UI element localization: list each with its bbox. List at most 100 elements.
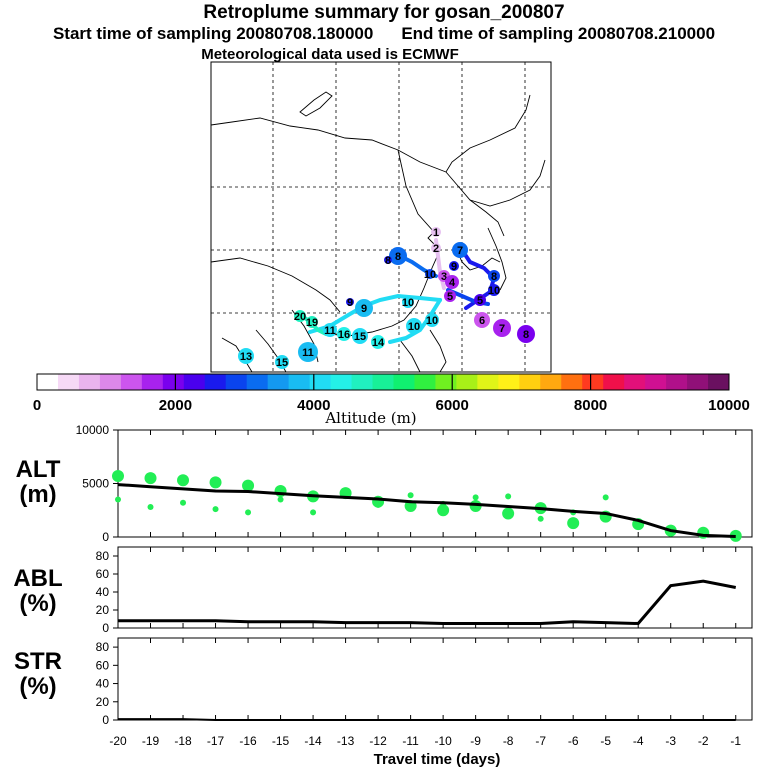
trajectory-day-label: 15 — [354, 331, 366, 343]
altitude-point — [177, 474, 190, 487]
trajectory-marker — [337, 327, 351, 341]
trajectory-day-label: 9 — [451, 261, 457, 273]
colorbar-cell — [414, 374, 436, 390]
altitude-point — [112, 470, 124, 483]
met-data-note: Meteorological data used is ECMWF — [201, 46, 459, 63]
y-tick-label: 80 — [96, 549, 110, 563]
chart-title: Retroplume summary for gosan_200807 — [203, 2, 565, 23]
trajectory-marker — [425, 313, 439, 327]
colorbar-tick-label: 6000 — [436, 397, 469, 414]
trajectory-marker — [431, 227, 441, 237]
trajectory-marker — [298, 342, 318, 362]
panel-unit: (%) — [19, 590, 56, 617]
trajectory-day-label: 19 — [306, 317, 318, 329]
trajectory-marker — [275, 355, 289, 369]
colorbar-cell — [99, 374, 122, 390]
colorbar-cell — [561, 374, 583, 390]
altitude-point — [242, 479, 255, 492]
trajectory-day-label: 5 — [477, 295, 483, 307]
trajectory-day-label: 8 — [523, 329, 529, 341]
trajectory-day-label: 7 — [499, 323, 505, 335]
y-tick-label: 40 — [96, 677, 110, 691]
x-tick-label: -20 — [109, 734, 127, 748]
colorbar-cell — [603, 374, 625, 390]
y-tick-label: 0 — [102, 621, 109, 635]
trajectory-marker — [452, 242, 468, 258]
x-tick-label: -11 — [402, 734, 419, 748]
panel-title: ALT — [16, 456, 61, 483]
trajectory-marker — [445, 275, 459, 289]
start-time: Start time of sampling 20080708.180000 — [52, 24, 374, 43]
colorbar-cell — [540, 374, 562, 390]
trajectory-marker — [384, 256, 392, 264]
colorbar-cell — [288, 374, 311, 390]
colorbar-cell — [37, 374, 59, 390]
colorbar-cell — [687, 374, 709, 390]
colorbar-cell — [666, 374, 688, 390]
trajectory-marker — [488, 284, 500, 296]
trajectory-marker — [238, 348, 254, 364]
trajectory-day-label: 15 — [276, 357, 288, 369]
trajectory-day-label: 4 — [449, 277, 456, 289]
trajectory-marker — [493, 319, 511, 337]
x-tick-label: -13 — [337, 734, 355, 748]
x-tick-label: -4 — [633, 734, 644, 748]
x-tick-label: -12 — [369, 734, 387, 748]
panel-abl: ABL(%) 0 20 40 60 80 — [13, 546, 753, 635]
colorbar-cell — [57, 374, 80, 390]
colorbar-cell — [372, 374, 394, 390]
colorbar-cell — [309, 374, 332, 390]
trajectory-day-label: 10 — [408, 321, 420, 333]
colorbar-cell — [435, 374, 457, 390]
x-tick-label: -15 — [272, 734, 290, 748]
colorbar-ticks: 0 2000 4000 6000 8000 10000 — [33, 374, 750, 414]
colorbar-tick-label: 2000 — [159, 397, 192, 414]
altitude-mean-line — [117, 483, 736, 538]
panel-unit: (%) — [19, 673, 56, 700]
altitude-point — [209, 476, 222, 489]
colorbar-cell — [330, 374, 353, 390]
trajectory-marker — [474, 294, 486, 306]
colorbar-cell — [708, 374, 730, 390]
trajectory-marker — [323, 323, 337, 337]
colorbar-cell — [183, 374, 206, 390]
colorbar-frame — [36, 373, 730, 391]
colorbar-cell — [393, 374, 415, 390]
altitude-point-lower — [505, 493, 512, 500]
altitude-point-lower — [115, 496, 121, 503]
trajectory-marker — [517, 325, 535, 343]
altitude-point-lower — [245, 509, 252, 516]
x-tick-label: -16 — [239, 734, 257, 748]
altitude-point — [144, 472, 157, 485]
trajectory-day-label: 9 — [347, 297, 353, 309]
trajectory-marker — [306, 316, 318, 328]
trajectory-day-label: 2 — [433, 243, 439, 255]
trajectory-marker — [488, 270, 500, 282]
trajectory-marker — [346, 298, 354, 306]
y-tick-label: 5000 — [82, 477, 109, 491]
colorbar-cell — [120, 374, 143, 390]
str-line — [118, 718, 736, 721]
altitude-point-lower — [407, 492, 414, 499]
trajectory-marker — [371, 335, 385, 349]
trajectory-day-label: 10 — [424, 269, 436, 281]
trajectory-day-label: 13 — [240, 351, 252, 363]
panel-unit: (m) — [19, 481, 56, 508]
colorbar-cell — [78, 374, 101, 390]
colorbar-cell — [645, 374, 667, 390]
y-tick-label: 40 — [96, 585, 110, 599]
altitude-point — [567, 517, 580, 530]
y-tick-label: 0 — [102, 713, 109, 727]
panel-title: ABL — [13, 565, 62, 592]
x-tick-label: -1 — [730, 734, 741, 748]
trajectory-marker — [355, 299, 373, 317]
y-tick-label: 60 — [96, 567, 110, 581]
altitude-point — [502, 507, 515, 520]
trajectory-marker — [474, 312, 490, 328]
trajectory-marker — [425, 269, 435, 279]
altitude-point-lower — [537, 515, 544, 522]
map-frame — [210, 61, 552, 373]
colorbar-cell — [246, 374, 269, 390]
trajectory-day-label: 5 — [447, 291, 453, 303]
